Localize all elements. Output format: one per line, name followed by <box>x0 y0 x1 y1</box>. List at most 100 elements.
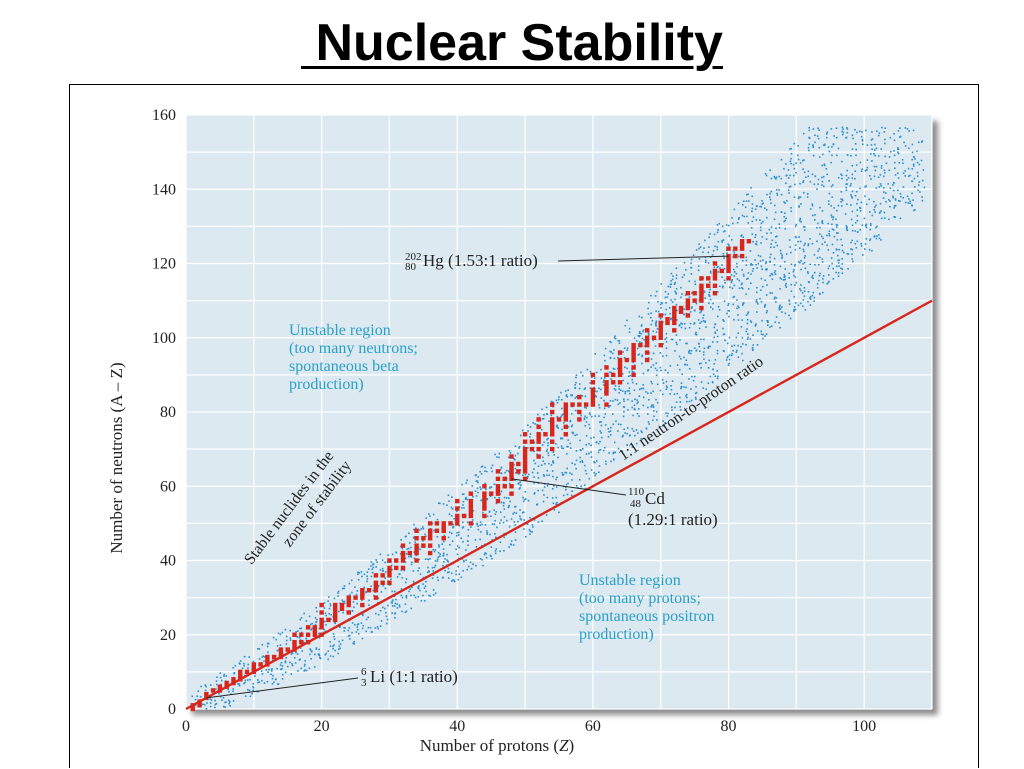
stable-nuclide-point <box>468 506 474 511</box>
unstable-dot <box>594 415 597 417</box>
unstable-dot <box>909 174 911 177</box>
unstable-dot <box>583 388 586 391</box>
unstable-dot <box>296 630 299 632</box>
gridlines <box>185 114 933 710</box>
unstable-dot <box>662 343 664 345</box>
unstable-dot <box>666 296 669 298</box>
unstable-dot <box>426 571 429 574</box>
unstable-dot <box>566 445 568 448</box>
unstable-dot <box>324 612 327 615</box>
unstable-dot <box>759 255 762 258</box>
unstable-dot <box>391 605 394 607</box>
unstable-dot <box>681 373 684 376</box>
unstable-dot <box>783 167 785 170</box>
unstable-dot <box>788 186 791 188</box>
unstable-dot <box>507 456 510 459</box>
unstable-dot <box>861 139 864 142</box>
unstable-dot <box>375 612 377 615</box>
unstable-dot <box>680 322 682 324</box>
unstable-dot <box>784 268 786 270</box>
unstable-dot <box>693 322 696 324</box>
unstable-dot <box>659 389 662 392</box>
stable-nuclide-point <box>427 543 433 548</box>
unstable-dot <box>403 569 406 572</box>
unstable-dot <box>828 265 831 267</box>
unstable-dot <box>607 427 610 430</box>
stable-nuclide-point <box>685 313 691 318</box>
unstable-dot <box>731 353 733 355</box>
unstable-dot <box>865 129 867 132</box>
unstable-dot <box>700 310 702 313</box>
unstable-dot <box>779 265 782 268</box>
unstable-dot <box>222 697 225 699</box>
unstable-dot <box>408 532 410 535</box>
neutron-rich-region-label: Unstable region (too many neutrons; spon… <box>289 322 422 393</box>
unstable-dot <box>662 382 665 384</box>
unstable-dot <box>524 498 527 500</box>
unstable-dot <box>700 367 702 369</box>
unstable-dot <box>684 268 687 271</box>
unstable-dot <box>804 309 807 311</box>
unstable-dot <box>826 173 828 176</box>
unstable-dot <box>493 509 495 511</box>
unstable-dot <box>863 217 866 220</box>
unstable-dot <box>809 304 812 306</box>
unstable-dot <box>309 653 311 656</box>
unstable-dot <box>400 539 402 541</box>
unstable-dot <box>410 561 413 563</box>
stable-nuclide-point <box>733 253 738 259</box>
unstable-dot <box>417 595 420 598</box>
unstable-dot <box>379 625 382 627</box>
x-tick-label: 60 <box>585 718 601 735</box>
unstable-dot <box>261 656 264 658</box>
unstable-dot <box>855 164 858 166</box>
unstable-dot <box>695 349 698 351</box>
unstable-dot <box>393 605 396 607</box>
unstable-dot <box>353 606 355 609</box>
unstable-dot <box>665 388 668 391</box>
unstable-dot <box>713 326 716 329</box>
unstable-dot <box>733 318 735 321</box>
stable-nuclide-point <box>482 498 487 504</box>
unstable-dot <box>884 155 886 158</box>
unstable-dot <box>869 174 871 177</box>
unstable-dot <box>765 209 768 211</box>
unstable-dot <box>765 333 768 335</box>
unstable-dot <box>702 353 705 356</box>
unstable-dot <box>452 526 454 529</box>
unstable-dot <box>372 589 374 592</box>
unstable-dot <box>575 485 578 487</box>
unstable-dot <box>503 549 505 552</box>
stable-nuclide-point <box>305 632 311 637</box>
unstable-dot <box>851 258 853 260</box>
unstable-dot <box>812 291 815 294</box>
unstable-dot <box>741 214 744 217</box>
unstable-dot <box>679 409 682 411</box>
unstable-dot <box>721 276 723 279</box>
unstable-dot <box>457 578 459 581</box>
unstable-dot <box>856 202 858 205</box>
stable-nuclide-point <box>577 402 582 407</box>
unstable-dot <box>572 431 574 434</box>
unstable-dot <box>519 434 522 437</box>
unstable-dot <box>560 415 562 418</box>
unstable-dot <box>451 508 454 510</box>
unstable-dot <box>711 381 714 383</box>
unstable-dot <box>784 278 787 281</box>
unstable-dot <box>499 468 502 471</box>
unstable-dot <box>716 315 719 318</box>
unstable-dot <box>214 703 217 706</box>
stable-nuclide-point <box>577 394 582 400</box>
unstable-dot <box>351 631 353 634</box>
unstable-dot <box>581 460 584 462</box>
unstable-dot <box>377 627 380 630</box>
unstable-dot <box>616 399 619 401</box>
unstable-dot <box>762 337 764 340</box>
stable-nuclide-point <box>672 320 677 326</box>
unstable-dot <box>238 684 241 687</box>
unstable-dot <box>490 486 493 488</box>
unstable-dot <box>423 600 426 602</box>
unstable-dot <box>745 193 748 196</box>
unstable-dot <box>474 474 477 477</box>
unstable-dot <box>425 580 427 583</box>
